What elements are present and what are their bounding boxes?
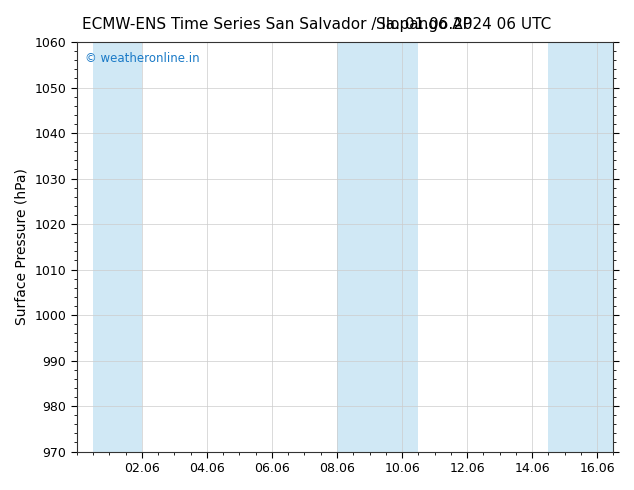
Text: Sa. 01.06.2024 06 UTC: Sa. 01.06.2024 06 UTC: [377, 17, 552, 32]
Y-axis label: Surface Pressure (hPa): Surface Pressure (hPa): [15, 169, 29, 325]
Bar: [93, 42, 142, 452]
Bar: [386, 42, 418, 452]
Bar: [548, 42, 614, 452]
Bar: [337, 42, 386, 452]
Text: ECMW-ENS Time Series San Salvador / Ilopango AP: ECMW-ENS Time Series San Salvador / Ilop…: [82, 17, 472, 32]
Text: © weatheronline.in: © weatheronline.in: [85, 52, 200, 65]
